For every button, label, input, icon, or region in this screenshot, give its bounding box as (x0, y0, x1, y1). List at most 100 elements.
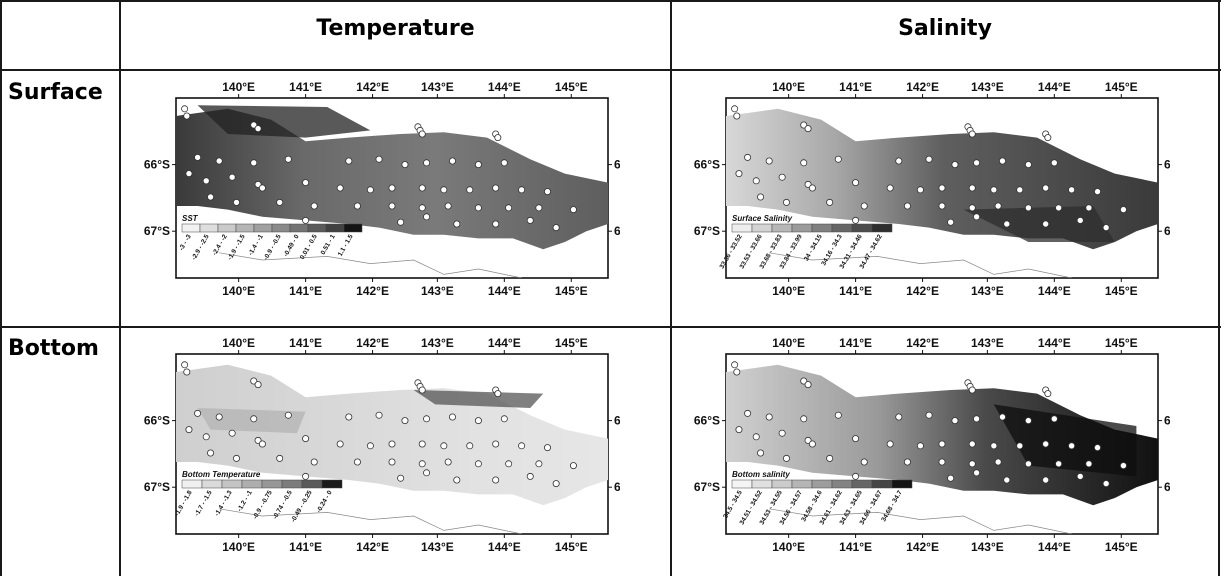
lon-label-bottom: 144°E (1038, 284, 1071, 298)
station-marker (366, 442, 374, 450)
station-marker (232, 198, 240, 206)
legend-swatch (343, 223, 363, 233)
lon-label-bottom: 144°E (488, 284, 521, 298)
station-marker (925, 155, 933, 163)
lon-label-top: 143°E (971, 80, 1004, 94)
legend-swatch (831, 223, 853, 233)
station-marker (254, 381, 262, 389)
coastline (769, 252, 1072, 278)
station-marker (826, 454, 834, 462)
station-marker (895, 157, 903, 165)
lon-label-top: 140°E (222, 80, 255, 94)
lon-label-bottom: 142°E (356, 284, 389, 298)
station-marker (552, 224, 560, 232)
coastline (219, 508, 522, 534)
lon-label-top: 143°E (971, 336, 1004, 350)
lon-label-bottom: 141°E (289, 540, 322, 554)
lon-label-top: 142°E (356, 336, 389, 350)
station-marker (215, 413, 223, 421)
station-marker (765, 413, 773, 421)
legend-swatch (201, 479, 223, 489)
station-marker (744, 153, 752, 161)
station-marker (518, 186, 526, 194)
station-marker (1044, 134, 1052, 142)
station-marker (973, 469, 981, 477)
station-marker (998, 157, 1006, 165)
lat-label-right: 67°S (614, 224, 620, 238)
legend-swatch (811, 479, 833, 489)
station-marker (1094, 444, 1102, 452)
station-marker (474, 460, 482, 468)
lon-label-top: 140°E (772, 336, 805, 350)
legend-swatch (771, 223, 793, 233)
station-marker (1119, 462, 1127, 470)
station-marker (778, 429, 786, 437)
legend-swatch (851, 479, 873, 489)
station-marker (990, 442, 998, 450)
station-marker (418, 460, 426, 468)
station-marker (994, 458, 1002, 466)
legend-swatch (731, 479, 753, 489)
legend-swatch (891, 479, 913, 489)
station-marker (258, 184, 266, 192)
station-marker (336, 440, 344, 448)
station-marker (925, 411, 933, 419)
station-marker (968, 184, 976, 192)
station-marker (1024, 161, 1032, 169)
station-marker (1044, 390, 1052, 398)
station-marker (207, 193, 215, 201)
map-panel-surface-salinity: 140°E 140°E 141°E 141°E 142°E 142°E 143°E 143°E… (680, 76, 1170, 316)
lon-label-top: 144°E (488, 80, 521, 94)
lat-label-left: 67°S (144, 224, 170, 238)
station-marker (353, 458, 361, 466)
station-marker (804, 125, 812, 133)
coastline (769, 508, 1072, 534)
column-header-temperature: Temperature (316, 16, 475, 41)
station-marker (388, 202, 396, 210)
station-marker (544, 444, 552, 452)
lon-label-bottom: 143°E (421, 284, 454, 298)
station-marker (938, 458, 946, 466)
lon-label-top: 144°E (488, 336, 521, 350)
station-marker (448, 413, 456, 421)
legend-swatch (851, 223, 873, 233)
lon-label-top: 141°E (839, 336, 872, 350)
station-marker (418, 440, 426, 448)
station-marker (401, 161, 409, 169)
legend-swatch (751, 479, 773, 489)
map-panel-surface-temperature: 140°E 140°E 141°E 141°E 142°E 142°E 143°E 143°E… (130, 76, 620, 316)
shelf-field (176, 364, 608, 506)
station-marker (284, 155, 292, 163)
station-marker (302, 472, 310, 480)
station-marker (968, 204, 976, 212)
lon-label-bottom: 145°E (555, 284, 588, 298)
station-marker (782, 454, 790, 462)
lon-label-top: 142°E (906, 336, 939, 350)
station-marker (1085, 204, 1093, 212)
lon-label-bottom: 140°E (222, 284, 255, 298)
lat-label-left: 66°S (694, 158, 720, 172)
station-marker (968, 440, 976, 448)
table-row-divider (0, 326, 1221, 328)
station-marker (254, 125, 262, 133)
station-marker (535, 460, 543, 468)
station-marker (444, 458, 452, 466)
lat-label-left: 67°S (144, 480, 170, 494)
table-top-border (0, 0, 1221, 2)
station-marker (1055, 204, 1063, 212)
station-marker (518, 442, 526, 450)
station-marker (492, 476, 500, 484)
station-marker (1050, 415, 1058, 423)
station-marker (1042, 220, 1050, 228)
legend-swatch (217, 223, 237, 233)
station-marker (500, 159, 508, 167)
station-marker (336, 184, 344, 192)
station-marker (1024, 417, 1032, 425)
station-marker (494, 134, 502, 142)
legend-swatch (181, 479, 203, 489)
table-right-border (1218, 0, 1220, 576)
lat-label-right: 67°S (1164, 480, 1170, 494)
station-marker (886, 184, 894, 192)
station-marker (194, 153, 202, 161)
